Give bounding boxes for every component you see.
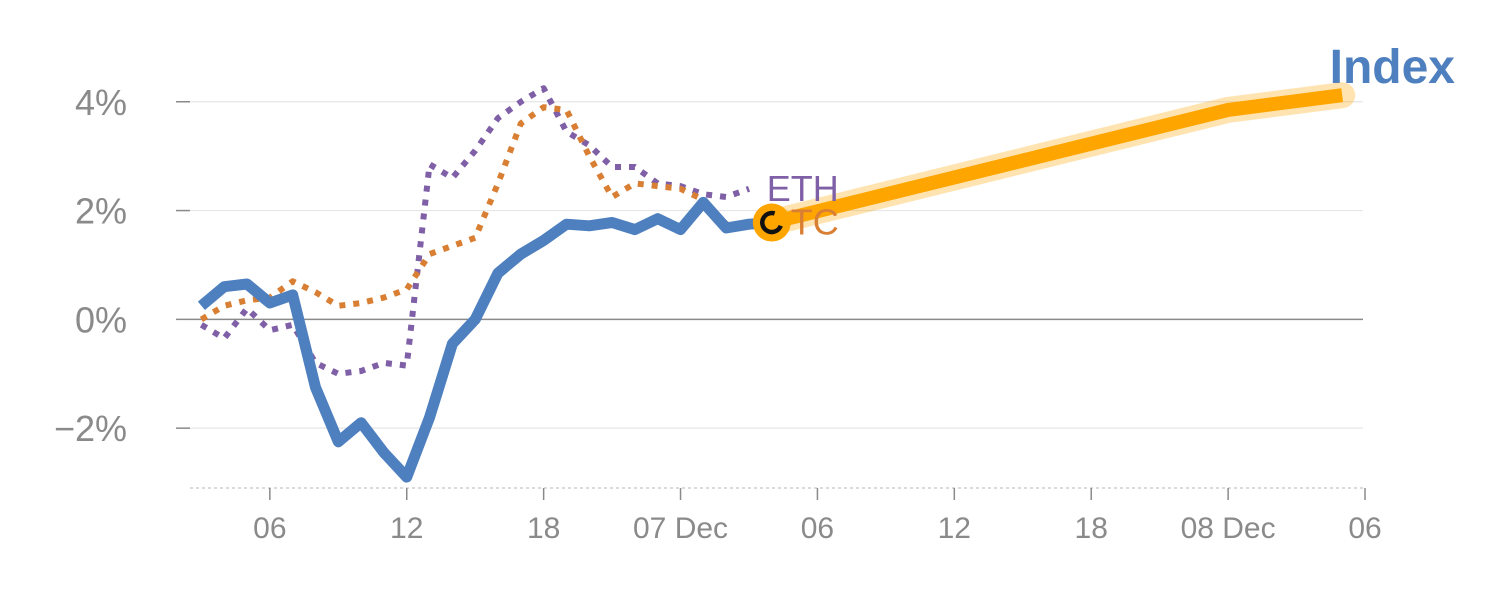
y-tick-label: 2% [75,191,127,232]
x-tick-label: 07 Dec [633,512,728,545]
series-layer [197,82,1356,483]
current-marker-halo [752,203,791,242]
forecast-line [770,88,1344,230]
y-tick-label: 4% [75,82,127,123]
eth-label: ETH [767,168,839,209]
chart-title: Index [1330,41,1456,94]
axis-layer: −2% 0% 2% 4% 06 12 18 07 Dec 06 12 18 08 Dec 06 [54,82,1382,545]
index-line [197,196,773,483]
y-tick-label: −2% [54,408,127,449]
x-tick-label: 12 [938,512,971,545]
current-marker-ring [760,210,784,235]
x-tick-label: 06 [801,512,834,545]
x-tick-label: 12 [390,512,423,545]
x-tick-label: 18 [1075,512,1108,545]
x-tick-label: 18 [527,512,560,545]
grid-layer [190,101,1363,429]
eth-line [199,85,751,377]
x-tick-label: 06 [253,512,286,545]
x-tick-label: 06 [1348,512,1381,545]
x-tick-label: 08 Dec [1181,512,1276,545]
y-tick-label: 0% [75,299,127,340]
